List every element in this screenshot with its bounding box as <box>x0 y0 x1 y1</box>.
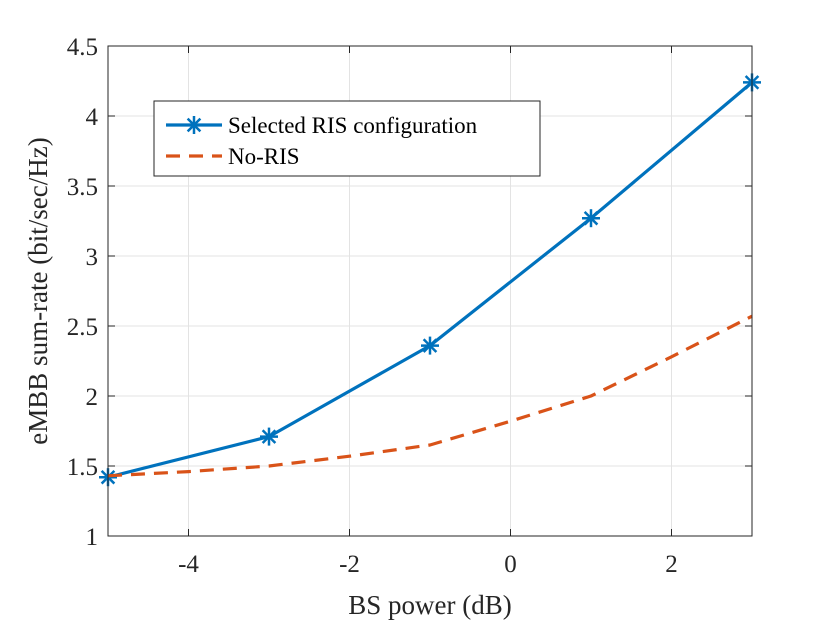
x-tick-label: -2 <box>339 551 360 578</box>
legend-box <box>153 100 541 177</box>
y-tick-label: 1 <box>86 524 99 551</box>
y-tick-label: 4.5 <box>67 34 98 61</box>
y-axis-label: eMBB sum-rate (bit/sec/Hz) <box>23 137 53 444</box>
data-point-marker <box>582 209 600 228</box>
x-tick-label: 2 <box>665 551 678 578</box>
series-no-ris <box>107 314 753 478</box>
x-tick-labels: -4 -2 0 2 <box>178 551 678 578</box>
x-axis-label: BS power (dB) <box>348 590 512 620</box>
series-line <box>107 314 753 478</box>
y-tick-label: 3 <box>86 244 99 271</box>
legend-label: No-RIS <box>228 144 300 169</box>
legend-item: No-RIS <box>166 144 300 169</box>
y-tick-label: 3.5 <box>67 174 98 201</box>
x-tick-label: 0 <box>504 551 517 578</box>
y-tick-label: 1.5 <box>67 454 98 481</box>
tick-marks <box>108 45 752 537</box>
y-tick-label: 4 <box>86 104 99 131</box>
legend: Selected RIS configuration No-RIS <box>153 100 541 177</box>
data-point-marker <box>421 336 439 355</box>
data-point-marker <box>260 427 278 446</box>
y-tick-labels: 1 1.5 2 2.5 3 3.5 4 4.5 <box>67 34 99 551</box>
legend-item: Selected RIS configuration <box>166 113 478 138</box>
x-tick-label: -4 <box>178 551 199 578</box>
y-tick-label: 2 <box>86 384 99 411</box>
y-tick-label: 2.5 <box>67 314 98 341</box>
legend-label: Selected RIS configuration <box>228 113 478 138</box>
data-point-marker <box>185 116 203 134</box>
plot-area-border <box>107 45 753 537</box>
